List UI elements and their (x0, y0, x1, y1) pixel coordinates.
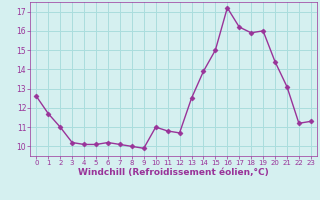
X-axis label: Windchill (Refroidissement éolien,°C): Windchill (Refroidissement éolien,°C) (78, 168, 269, 177)
